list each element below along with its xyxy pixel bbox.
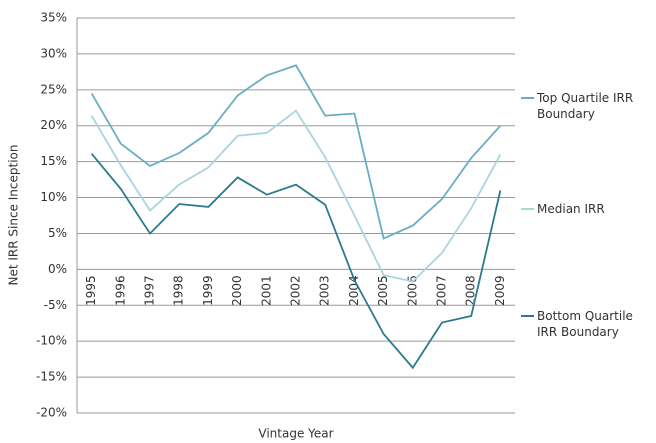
x-tick-label: 2007 — [435, 275, 449, 306]
y-tick-label: 20% — [40, 118, 67, 132]
y-tick-label: -5% — [44, 298, 67, 312]
x-tick-label: 2002 — [289, 275, 303, 306]
y-axis-title: Net IRR Since Inception — [7, 145, 21, 286]
x-tick-label: 2008 — [464, 275, 478, 306]
legend-label: Median IRR — [537, 202, 605, 216]
x-tick-label: 1995 — [84, 275, 98, 306]
x-tick-label: 2006 — [405, 275, 419, 306]
y-tick-label: 10% — [40, 190, 67, 204]
y-tick-label: -15% — [36, 370, 67, 384]
y-tick-label: -10% — [36, 334, 67, 348]
y-tick-label: 30% — [40, 46, 67, 60]
y-tick-label: 25% — [40, 82, 67, 96]
y-tick-label: 15% — [40, 154, 67, 168]
x-tick-label: 2009 — [493, 275, 507, 306]
x-tick-label: 1998 — [172, 275, 186, 306]
series-line — [90, 64, 502, 240]
series-line — [90, 109, 502, 283]
x-tick-label: 2001 — [259, 275, 273, 306]
x-tick-label: 2005 — [376, 275, 390, 306]
y-tick-label: 0% — [48, 262, 67, 276]
x-tick-label: 1999 — [201, 275, 215, 306]
legend-label: Bottom Quartile IRR Boundary — [537, 309, 633, 339]
x-tick-label: 1997 — [143, 275, 157, 306]
y-tick-label: -20% — [36, 406, 67, 420]
y-tick-label: 35% — [40, 11, 67, 25]
x-tick-label: 2000 — [230, 275, 244, 306]
legend-label: Top Quartile IRR Boundary — [537, 91, 634, 121]
x-tick-label: 2003 — [318, 275, 332, 306]
x-tick-label: 2004 — [347, 275, 361, 306]
x-tick-label: 1996 — [113, 275, 127, 306]
x-axis-title: Vintage Year — [258, 427, 333, 441]
y-tick-label: 5% — [48, 226, 67, 240]
series-line — [90, 153, 502, 370]
